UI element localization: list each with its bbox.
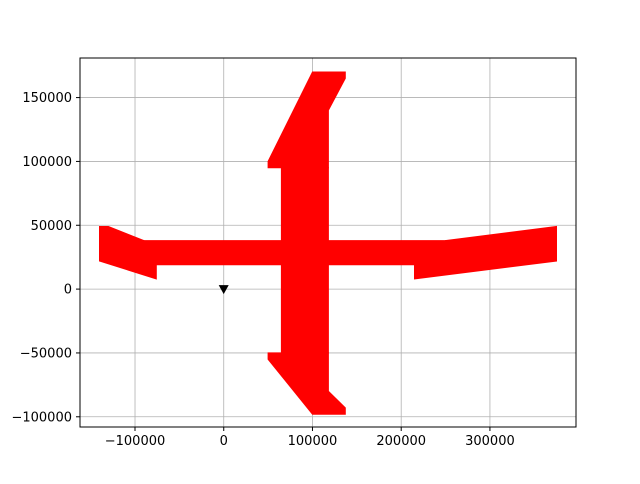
axes-layer [79,57,577,428]
x-tick-label: 100000 [288,434,338,449]
x-tick-label: 0 [220,434,228,449]
shape-layer [99,71,557,415]
y-tick-label: −100000 [11,410,72,425]
y-tick-label: 100000 [22,155,72,170]
y-tick-label: 0 [64,283,72,298]
shape-right-wing [414,225,557,280]
x-tick-label: 300000 [465,434,515,449]
shape-upper-spike [267,71,346,169]
marker-triangle-down [218,285,229,295]
shape-left-wing [99,226,157,280]
shape-horizontal-bar [143,240,447,266]
marker-layer [218,285,229,295]
tick-layer: −100000 0 100000 200000 300000 −100000 −50000 0… [11,91,514,449]
x-tick-label: −100000 [105,434,166,449]
y-tick-label: 150000 [22,91,72,106]
shape-lower-spike [267,352,346,415]
y-tick-label: −50000 [20,346,72,361]
x-tick-label: 200000 [376,434,426,449]
axes-frame [79,57,577,428]
y-tick-label: 50000 [31,219,72,234]
